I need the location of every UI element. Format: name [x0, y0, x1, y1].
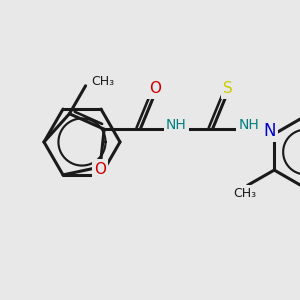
- Text: CH₃: CH₃: [92, 75, 115, 88]
- Text: NH: NH: [238, 118, 259, 132]
- Text: NH: NH: [166, 118, 187, 132]
- Text: O: O: [94, 161, 106, 176]
- Text: S: S: [223, 81, 232, 96]
- Text: CH₃: CH₃: [233, 187, 256, 200]
- Text: N: N: [263, 122, 275, 140]
- Text: O: O: [149, 81, 161, 96]
